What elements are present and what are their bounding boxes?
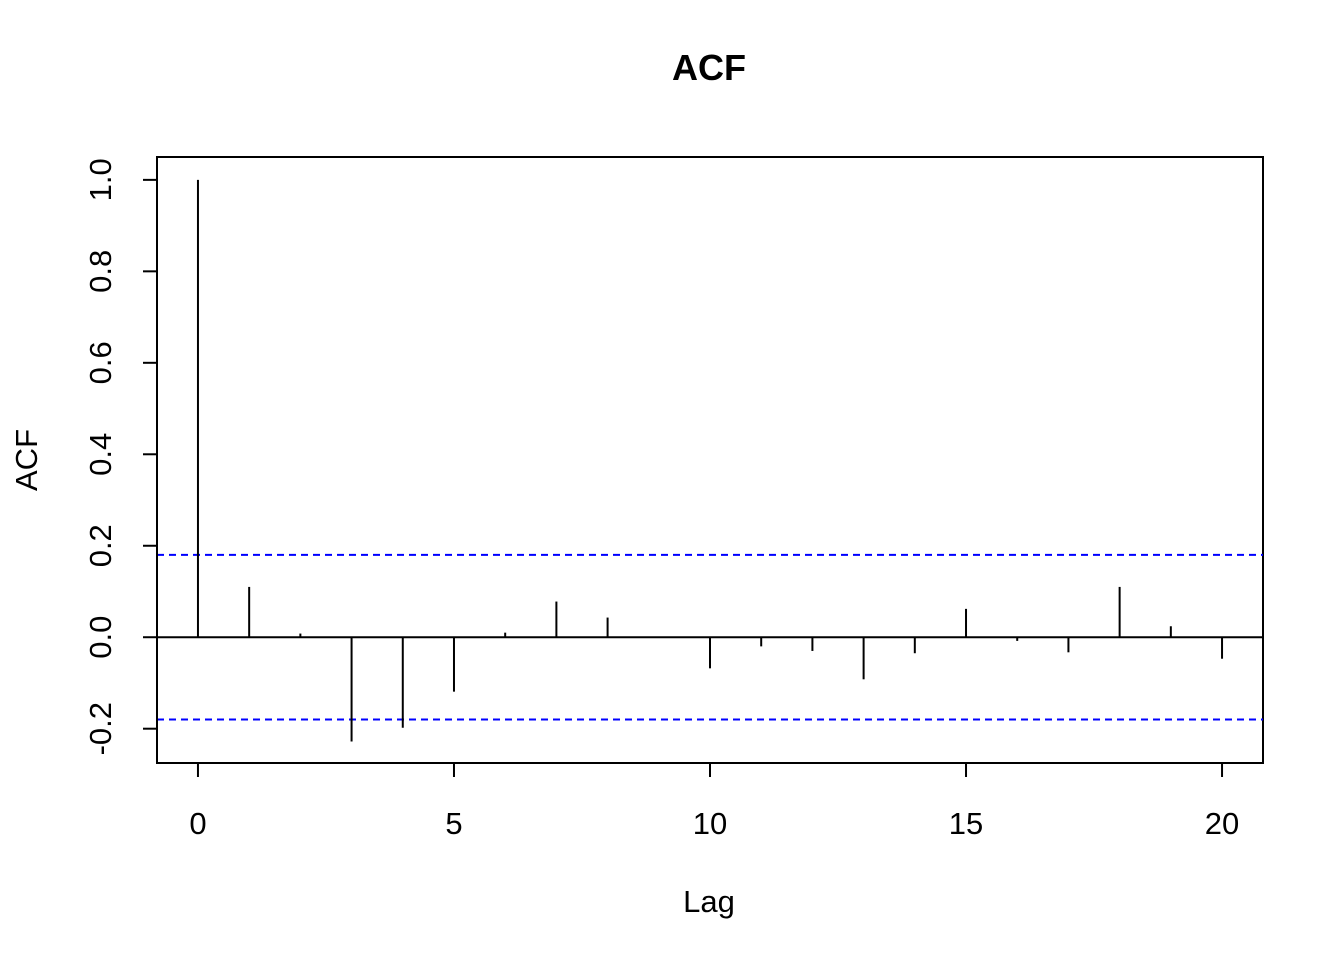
x-axis-label: Lag [683,884,735,919]
y-tick-label: 1.0 [83,158,118,201]
plot-frame [156,156,1264,764]
y-axis: -0.2 0.0 0.2 0.4 0.6 0.8 1.0 [83,158,158,755]
x-tick-label: 20 [1205,806,1239,841]
x-tick-label: 5 [445,806,462,841]
y-tick-label: 0.2 [83,524,118,567]
chart-title: ACF [672,47,746,88]
y-tick-label: 0.8 [83,250,118,293]
confidence-bounds [157,553,1263,721]
x-tick-label: 10 [693,806,727,841]
y-tick-label: 0.6 [83,341,118,384]
y-tick-label: 0.4 [83,433,118,476]
x-tick-label: 15 [949,806,983,841]
y-axis-label: ACF [9,429,44,491]
y-tick-label: -0.2 [83,702,118,755]
x-axis: 0 5 10 15 20 [189,762,1239,841]
y-tick-label: 0.0 [83,616,118,659]
acf-bars [196,179,1224,742]
x-tick-label: 0 [189,806,206,841]
